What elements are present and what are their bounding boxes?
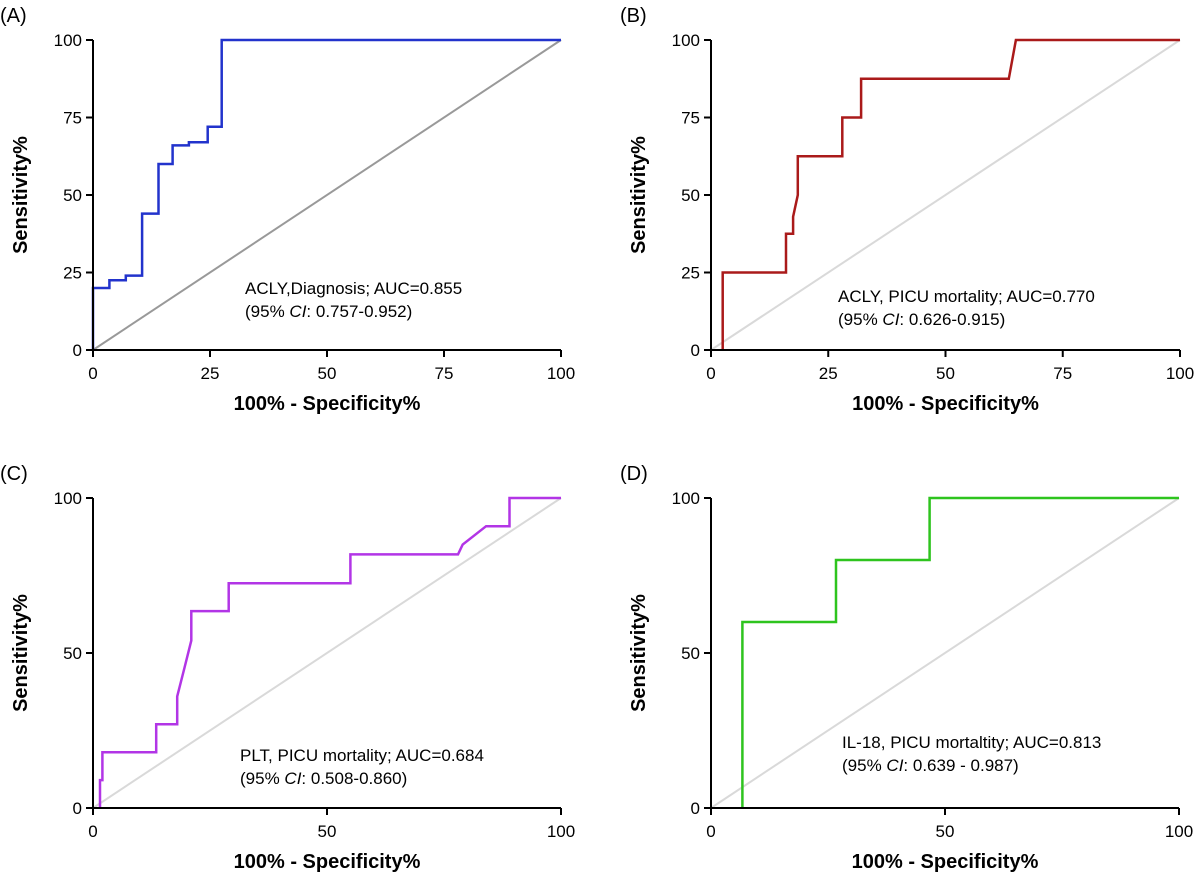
- ci-range: : 0.626-0.915): [899, 310, 1005, 329]
- y-tick-label: 0: [73, 799, 82, 818]
- roc-curve: [98, 496, 561, 808]
- ci-range: : 0.757-0.952): [306, 302, 412, 321]
- ci-range: : 0.639 - 0.987): [903, 756, 1018, 775]
- x-tick-label: 75: [435, 364, 454, 383]
- reference-diagonal: [92, 39, 562, 351]
- ci-prefix: (95%: [838, 310, 882, 329]
- y-tick-label: 75: [681, 109, 700, 128]
- x-tick-label: 75: [1053, 364, 1072, 383]
- auc-annotation: IL-18, PICU mortaltity; AUC=0.813: [842, 733, 1101, 752]
- ci-annotation: (95% CI: 0.757-0.952): [245, 302, 412, 321]
- auc-annotation: ACLY, PICU mortality; AUC=0.770: [838, 287, 1095, 306]
- x-tick-label: 0: [706, 822, 715, 841]
- x-axis-title: 100% - Specificity%: [852, 851, 1039, 873]
- y-tick-label: 100: [672, 31, 700, 50]
- y-tick-label: 0: [691, 799, 700, 818]
- y-tick-label: 0: [691, 341, 700, 360]
- ci-annotation: (95% CI: 0.626-0.915): [838, 310, 1005, 329]
- x-tick-label: 25: [201, 364, 220, 383]
- auc-annotation: ACLY,Diagnosis; AUC=0.855: [245, 279, 462, 298]
- ci-annotation: (95% CI: 0.508-0.860): [240, 769, 407, 788]
- x-tick-label: 0: [88, 822, 97, 841]
- ci-annotation: (95% CI: 0.639 - 0.987): [842, 756, 1019, 775]
- ci-italic-label: CI: [289, 302, 306, 321]
- ci-italic-label: CI: [882, 310, 899, 329]
- x-tick-label: 0: [706, 364, 715, 383]
- panel-letter: (B): [620, 5, 647, 27]
- y-tick-label: 25: [63, 264, 82, 283]
- y-tick-label: 50: [63, 644, 82, 663]
- y-tick-label: 50: [681, 186, 700, 205]
- y-tick-label: 50: [681, 644, 700, 663]
- x-tick-label: 100: [1166, 364, 1194, 383]
- x-tick-label: 50: [318, 822, 337, 841]
- ci-italic-label: CI: [886, 756, 903, 775]
- x-tick-label: 100: [1165, 822, 1193, 841]
- panel-letter: (C): [0, 463, 28, 485]
- y-axis-title: Sensitivity%: [10, 594, 32, 712]
- panel-letter: (D): [620, 463, 648, 485]
- y-tick-label: 50: [63, 186, 82, 205]
- reference-diagonal: [710, 39, 1181, 351]
- x-tick-label: 25: [819, 364, 838, 383]
- roc-panel-2: (B) 0 25 50 75 100 0 25 50 75 100 100% - Specificit…: [620, 5, 1194, 415]
- x-axis-title: 100% - Specificity%: [234, 393, 421, 415]
- ci-range: : 0.508-0.860): [301, 769, 407, 788]
- x-tick-label: 100: [547, 364, 575, 383]
- ci-prefix: (95%: [240, 769, 284, 788]
- y-axis-title: Sensitivity%: [628, 594, 650, 712]
- y-tick-label: 25: [681, 264, 700, 283]
- x-tick-label: 100: [547, 822, 575, 841]
- roc-panel-3: (C) 0 50 100 0 50 100 100% - Specificity% Sensit…: [0, 463, 575, 873]
- y-axis-title: Sensitivity%: [10, 136, 32, 254]
- y-tick-label: 100: [54, 31, 82, 50]
- y-tick-label: 100: [672, 489, 700, 508]
- auc-annotation: PLT, PICU mortality; AUC=0.684: [240, 746, 484, 765]
- roc-panel-4: (D) 0 50 100 0 50 100 100% - Specificity% Sensit…: [620, 463, 1193, 873]
- x-tick-label: 50: [318, 364, 337, 383]
- ci-italic-label: CI: [284, 769, 301, 788]
- panel-letter: (A): [0, 5, 27, 27]
- y-tick-label: 75: [63, 109, 82, 128]
- ci-prefix: (95%: [842, 756, 886, 775]
- x-axis-title: 100% - Specificity%: [852, 393, 1039, 415]
- y-tick-label: 0: [73, 341, 82, 360]
- roc-curve: [741, 496, 1179, 808]
- reference-diagonal: [710, 497, 1180, 809]
- roc-panel-1: (A) 0 25 50 75 100 0 25 50 75 100 100% - Specificit…: [0, 5, 575, 415]
- roc-curve: [91, 38, 561, 350]
- x-tick-label: 50: [936, 364, 955, 383]
- x-tick-label: 50: [936, 822, 955, 841]
- reference-diagonal: [92, 497, 562, 809]
- roc-curve: [721, 38, 1180, 350]
- y-axis-title: Sensitivity%: [628, 136, 650, 254]
- y-tick-label: 100: [54, 489, 82, 508]
- x-axis-title: 100% - Specificity%: [234, 851, 421, 873]
- ci-prefix: (95%: [245, 302, 289, 321]
- x-tick-label: 0: [88, 364, 97, 383]
